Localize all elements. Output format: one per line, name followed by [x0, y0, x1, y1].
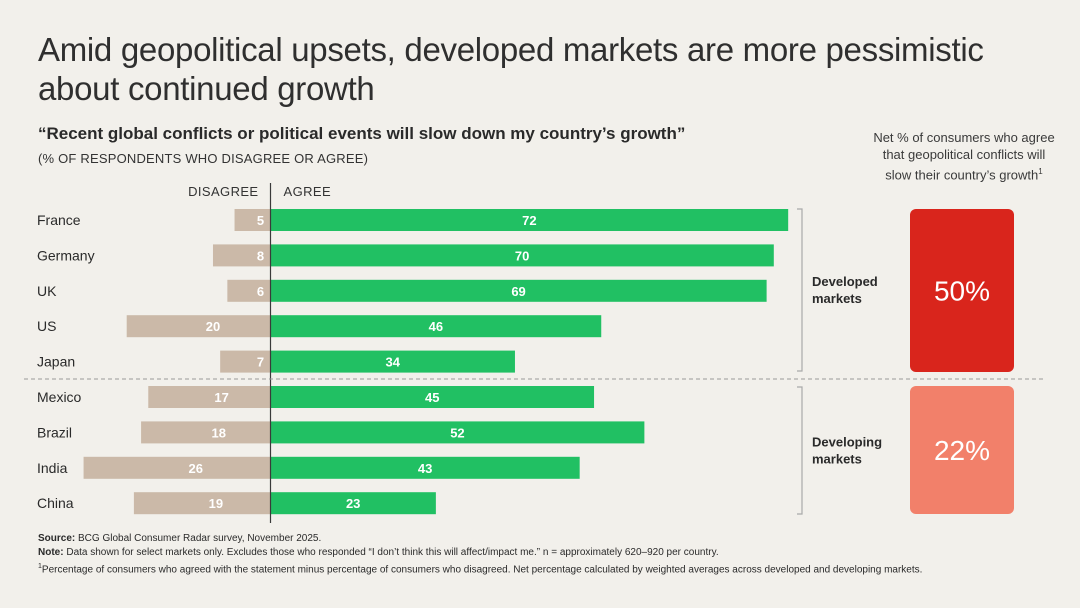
disagree-value-us: 20	[206, 319, 220, 334]
net-panel-title-text: Net % of consumers who agree that geopol…	[873, 130, 1055, 183]
net-panel-footnote-mark: 1	[1038, 167, 1043, 176]
disagree-value-china: 19	[209, 496, 223, 511]
disagree-value-brazil: 18	[211, 425, 225, 440]
agree-value-india: 43	[418, 461, 432, 476]
agree-value-mexico: 45	[425, 390, 439, 405]
disagree-value-japan: 7	[257, 355, 264, 370]
disagree-value-uk: 6	[257, 284, 264, 299]
disagree-bar-france	[234, 209, 271, 231]
disagree-bar-india	[83, 456, 271, 479]
agree-value-china: 23	[346, 496, 360, 511]
agree-bar-mexico	[270, 386, 595, 408]
note-label: Note:	[38, 547, 64, 558]
note-text: Data shown for select markets only. Excl…	[66, 547, 719, 558]
developed-bracket	[797, 208, 803, 372]
agree-bar-japan	[270, 350, 515, 373]
agree-value-japan: 34	[385, 355, 400, 370]
disagree-value-mexico: 17	[214, 390, 228, 405]
disagree-bar-brazil	[141, 421, 271, 444]
category-label-brazil: Brazil	[37, 424, 72, 440]
footnote-mark: 1	[38, 563, 42, 570]
agree-bar-germany	[270, 244, 774, 267]
category-label-uk: UK	[37, 283, 57, 299]
agree-value-us: 46	[429, 319, 443, 334]
agree-value-uk: 69	[511, 284, 525, 299]
disagree-value-india: 26	[188, 461, 202, 476]
category-label-germany: Germany	[37, 247, 95, 263]
page-title: Amid geopolitical upsets, developed mark…	[38, 31, 984, 107]
agree-bar-us	[270, 315, 602, 338]
developed-group-label-line1: Developed	[812, 274, 878, 289]
disagree-value-germany: 8	[257, 248, 264, 263]
agree-bar-brazil	[270, 421, 645, 444]
agree-value-france: 72	[522, 213, 536, 228]
agree-bar-france	[270, 209, 789, 231]
developing-net-value: 22%	[934, 435, 990, 466]
disagree-bar-germany	[212, 244, 271, 267]
developed-net-value: 50%	[934, 276, 990, 307]
agree-bar-uk	[270, 279, 767, 302]
footnote-line: 1Percentage of consumers who agreed with…	[38, 560, 1048, 577]
agree-bar-china	[270, 492, 436, 515]
disagree-bar-us	[126, 315, 271, 338]
source-text: BCG Global Consumer Radar survey, Novemb…	[78, 533, 322, 544]
category-label-mexico: Mexico	[37, 389, 82, 405]
developed-group-label-line2: markets	[812, 291, 862, 306]
developing-net-box	[910, 386, 1014, 514]
disagree-value-france: 5	[257, 213, 264, 228]
agree-bar-india	[270, 456, 580, 479]
note-line: Note: Data shown for select markets only…	[38, 546, 1048, 560]
footnote-text: Percentage of consumers who agreed with …	[41, 564, 923, 576]
disagree-bar-china	[133, 492, 271, 515]
category-label-japan: Japan	[37, 354, 75, 370]
category-label-india: India	[37, 460, 68, 476]
agree-header: AGREE	[284, 184, 332, 199]
diverging-bar-chart: DISAGREE AGREE France 5 72 Germany 8 70 UK 6 69 US 2…	[24, 183, 1046, 523]
agree-value-brazil: 52	[450, 425, 464, 440]
chart-subtitle-note: (% OF RESPONDENTS WHO DISAGREE OR AGREE)	[38, 151, 369, 166]
developing-bracket	[797, 386, 803, 515]
footer: Source: BCG Global Consumer Radar survey…	[38, 532, 1048, 577]
chart-subtitle: “Recent global conflicts or political ev…	[38, 124, 686, 143]
developed-net-box	[910, 209, 1014, 372]
agree-value-germany: 70	[515, 248, 529, 263]
disagree-bar-mexico	[148, 386, 271, 408]
disagree-header: DISAGREE	[188, 184, 258, 199]
source-line: Source: BCG Global Consumer Radar survey…	[38, 532, 1048, 546]
disagree-bar-uk	[227, 279, 271, 302]
category-label-france: France	[37, 212, 81, 228]
net-panel-title: Net % of consumers who agree that geopol…	[868, 129, 1060, 183]
category-label-china: China	[37, 495, 74, 511]
source-label: Source:	[38, 533, 76, 544]
category-label-us: US	[37, 318, 56, 334]
developing-group-label-line2: markets	[812, 452, 862, 467]
disagree-bar-japan	[220, 350, 271, 373]
developing-group-label-line1: Developing	[812, 435, 882, 450]
